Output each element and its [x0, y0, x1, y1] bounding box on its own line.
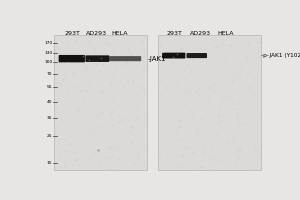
Text: 35: 35 [47, 116, 52, 120]
Text: 130: 130 [44, 51, 52, 55]
Text: 15: 15 [47, 161, 52, 165]
Text: 40: 40 [47, 100, 52, 104]
Text: AD293: AD293 [190, 31, 211, 36]
Bar [54, 35, 147, 170]
Text: -p-JAK1 (Y1022): -p-JAK1 (Y1022) [261, 53, 300, 58]
Text: HELA: HELA [217, 31, 234, 36]
Text: 70: 70 [47, 72, 52, 76]
Text: 25: 25 [47, 134, 52, 138]
Text: HELA: HELA [112, 31, 128, 36]
Text: -JAK1: -JAK1 [148, 56, 167, 62]
FancyBboxPatch shape [59, 55, 85, 62]
FancyBboxPatch shape [162, 53, 185, 58]
Text: 55: 55 [47, 85, 52, 89]
Text: 170: 170 [44, 41, 52, 45]
Bar [158, 35, 261, 170]
Text: 293T: 293T [167, 31, 183, 36]
Text: 100: 100 [44, 60, 52, 64]
Text: 293T: 293T [64, 31, 80, 36]
Text: AD293: AD293 [86, 31, 107, 36]
FancyBboxPatch shape [85, 55, 109, 62]
FancyBboxPatch shape [187, 53, 207, 58]
FancyBboxPatch shape [109, 56, 141, 61]
